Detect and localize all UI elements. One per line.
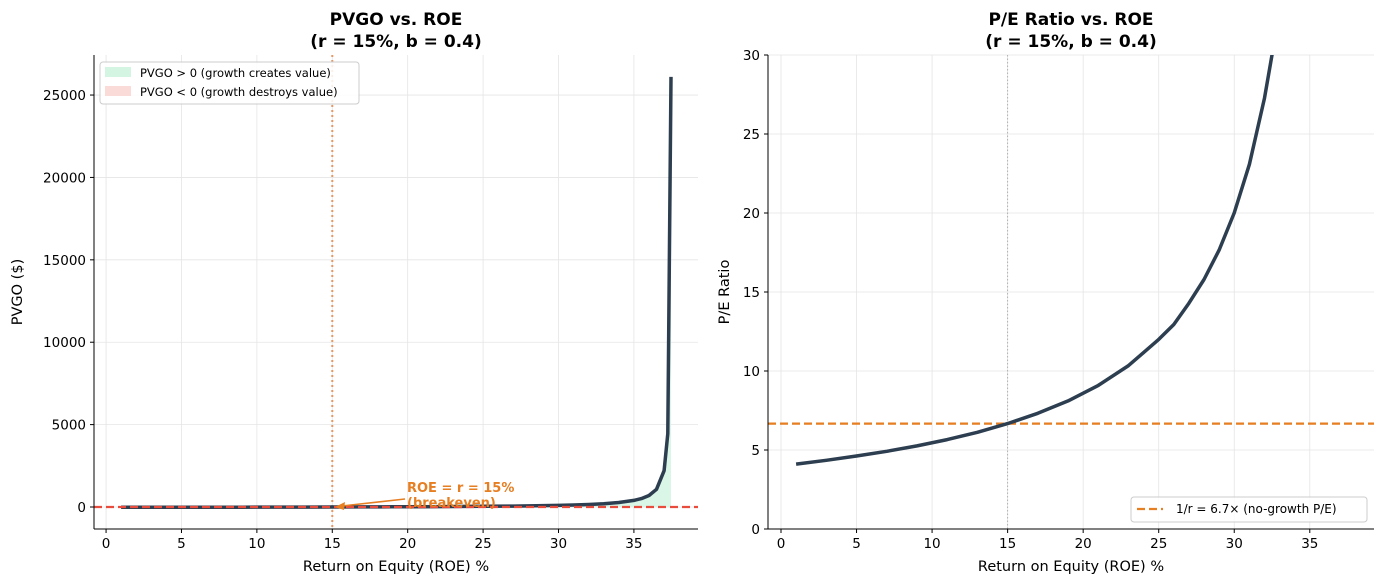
- chart-subtitle: (r = 15%, b = 0.4): [985, 32, 1156, 52]
- chart-subtitle: (r = 15%, b = 0.4): [310, 32, 481, 52]
- x-tick-label: 10: [923, 536, 940, 552]
- y-tick-label: 25: [743, 127, 760, 143]
- annotation-line-2: (breakeven): [407, 496, 496, 511]
- chart-title: PVGO vs. ROE: [330, 10, 463, 30]
- x-tick-label: 0: [102, 536, 111, 552]
- legend-swatch: [105, 86, 131, 96]
- pe-curve: [796, 2, 1280, 464]
- x-tick-label: 0: [777, 536, 786, 552]
- x-tick-label: 5: [852, 536, 861, 552]
- legend-label: PVGO > 0 (growth creates value): [140, 66, 331, 80]
- y-tick-label: 10000: [43, 335, 86, 351]
- annotation-arrow-line: [342, 499, 405, 506]
- legend: 1/r = 6.7× (no-growth P/E): [1131, 497, 1367, 522]
- y-tick-label: 30: [743, 48, 760, 64]
- y-axis-label: PVGO ($): [10, 259, 26, 325]
- y-tick-label: 25000: [43, 88, 86, 104]
- x-tick-label: 25: [474, 536, 491, 552]
- y-tick-label: 20000: [43, 170, 86, 186]
- legend-label: PVGO < 0 (growth destroys value): [140, 85, 338, 99]
- x-tick-label: 10: [248, 536, 265, 552]
- legend: PVGO > 0 (growth creates value) PVGO < 0 …: [100, 62, 359, 104]
- x-axis-label: Return on Equity (ROE) %: [303, 559, 489, 575]
- positive-pvgo-fill: [332, 77, 671, 507]
- y-tick-label: 10: [743, 364, 760, 380]
- y-tick-label: 15: [743, 285, 760, 301]
- plot-area: [94, 55, 698, 529]
- y-tick-label: 0: [77, 500, 86, 516]
- y-axis-label: P/E Ratio: [717, 260, 733, 325]
- pvgo-chart: 0 5 10 15 20 25 30 35 0 5000 10000 15000 20000 25000 P…: [10, 10, 698, 575]
- legend-swatch: [105, 67, 131, 77]
- x-tick-label: 15: [999, 536, 1016, 552]
- x-tick-label: 5: [177, 536, 186, 552]
- x-axis-label: Return on Equity (ROE) %: [978, 559, 1164, 575]
- y-tick-label: 20: [743, 206, 760, 222]
- x-tick-label: 20: [399, 536, 416, 552]
- x-tick-label: 35: [625, 536, 642, 552]
- y-tick-label: 5: [751, 443, 760, 459]
- x-tick-label: 30: [550, 536, 567, 552]
- y-tick-label: 5000: [52, 418, 86, 434]
- x-tick-label: 25: [1150, 536, 1167, 552]
- x-tick-label: 30: [1226, 536, 1243, 552]
- x-tick-label: 35: [1301, 536, 1318, 552]
- x-tick-label: 15: [324, 536, 341, 552]
- legend-label: 1/r = 6.7× (no-growth P/E): [1176, 502, 1337, 516]
- y-tick-label: 15000: [43, 253, 86, 269]
- pvgo-curve: [121, 77, 671, 507]
- y-tick-label: 0: [751, 522, 760, 538]
- pe-ratio-chart: 0 5 10 15 20 25 30 35 0 5 10 15 20 25 30 P/E Ratio vs. …: [717, 2, 1374, 575]
- annotation-line-1: ROE = r = 15%: [407, 481, 514, 496]
- chart-title: P/E Ratio vs. ROE: [988, 10, 1153, 30]
- x-tick-label: 20: [1075, 536, 1092, 552]
